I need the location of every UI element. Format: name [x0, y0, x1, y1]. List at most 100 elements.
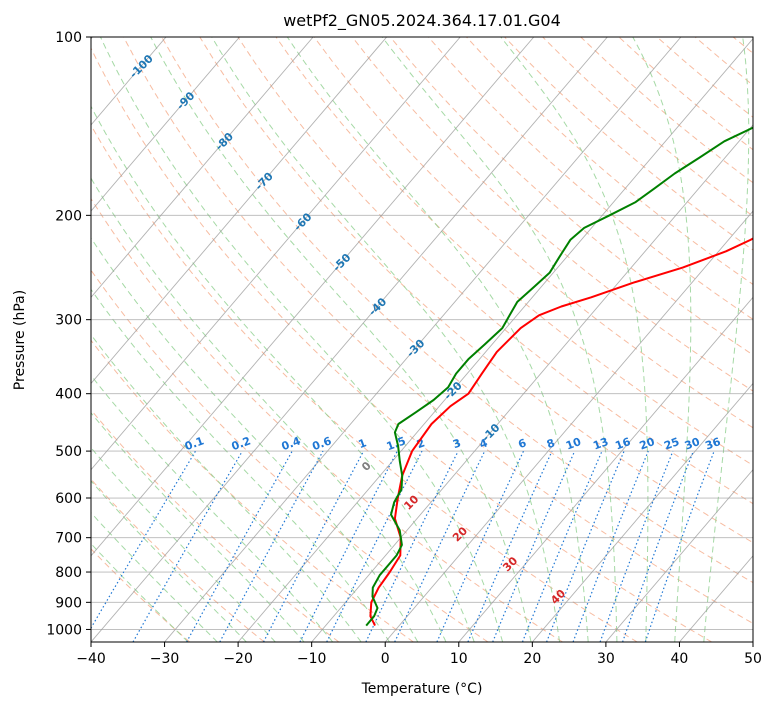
moist-adiabat-line	[91, 105, 475, 642]
dry-adiabat-line	[91, 478, 265, 642]
y-tick-label: 200	[55, 208, 82, 224]
dry-adiabat-line	[313, 37, 753, 429]
mixing-ratio-label: 3	[451, 436, 463, 451]
dry-adiabat-line	[428, 37, 753, 320]
y-tick-label: 800	[55, 565, 82, 581]
isotherm-line	[458, 296, 753, 642]
moist-adiabat-line	[500, 37, 649, 642]
dry-adiabat-line	[237, 37, 753, 505]
mixing-ratio-line	[644, 450, 715, 642]
mixing-ratio-label: 0.1	[183, 434, 206, 453]
mixing-ratio-label: 1.5	[385, 434, 408, 453]
moist-adiabat-line	[632, 37, 692, 642]
dewpoint-profile-line	[365, 126, 753, 627]
mixing-ratio-line	[326, 450, 423, 642]
isotherm-line	[164, 37, 682, 642]
mixing-ratio-line	[622, 450, 694, 642]
mixing-ratio-line	[299, 450, 398, 642]
mixing-ratio-line	[186, 450, 293, 642]
dry-adiabat-line	[123, 37, 753, 624]
isotherm-line	[91, 37, 608, 642]
y-tick-label: 500	[55, 444, 82, 460]
isotherm-line	[311, 124, 753, 642]
mixing-ratio-label: 16	[613, 435, 632, 453]
moist-adiabat-line	[91, 177, 447, 642]
moist-adiabat-line	[286, 37, 589, 642]
mixing-ratio-label: 10	[564, 435, 583, 453]
mixing-ratio-label: 6	[516, 436, 528, 451]
x-tick-label: 20	[523, 651, 541, 667]
mixing-ratio-line	[436, 450, 525, 642]
isotherm-line	[605, 468, 753, 642]
x-tick-label: −40	[76, 651, 106, 667]
dry-adiabat-line	[275, 37, 753, 466]
isotherm-line	[384, 210, 753, 642]
mixing-ratio-label: 25	[662, 435, 681, 452]
mixing-ratio-line	[219, 450, 324, 642]
x-tick-label: 10	[450, 651, 468, 667]
dry-adiabat-line	[91, 269, 489, 642]
mixing-ratio-label: 13	[591, 435, 610, 452]
dry-adiabat-line	[91, 548, 191, 642]
mixing-ratio-label: 20	[638, 435, 657, 453]
mixing-ratio-label: 36	[704, 435, 723, 453]
y-axis-label: Pressure (hPa)	[12, 290, 28, 390]
mixing-ratio-label: 1	[357, 436, 369, 451]
isotherm-line	[91, 37, 535, 557]
moist-adiabat-line	[211, 37, 561, 642]
isotherm-line	[237, 38, 753, 642]
moist-adiabat-line	[703, 37, 750, 642]
moist-adiabat-line	[91, 374, 334, 642]
mixing-ratio-line	[492, 450, 576, 642]
dry-adiabat-line	[199, 37, 753, 544]
isotherm-line	[91, 37, 314, 298]
dry-adiabat-line	[91, 124, 638, 642]
profiles	[365, 126, 753, 627]
mixing-ratio-label: 8	[545, 436, 557, 451]
x-axis-label: Temperature (°C)	[361, 681, 483, 697]
moist-adiabat-line	[100, 37, 504, 642]
isotherm-line	[531, 382, 753, 642]
y-tick-label: 100	[55, 30, 82, 46]
isotherm-line	[91, 37, 240, 212]
background-lines	[91, 37, 753, 642]
x-tick-label: 0	[381, 651, 390, 667]
moist-adiabat-line	[91, 447, 276, 642]
mixing-ratio-label: 30	[683, 435, 702, 453]
moist-adiabat-line	[91, 412, 305, 642]
x-tick-label: −30	[150, 651, 180, 667]
x-tick-label: 50	[744, 651, 762, 667]
x-tick-label: −10	[297, 651, 327, 667]
mixing-ratio-line	[599, 450, 674, 642]
chart-title: wetPf2_GN05.2024.364.17.01.G04	[283, 11, 561, 31]
moist-adiabat-line	[91, 288, 390, 642]
y-tick-label: 900	[55, 595, 82, 611]
mixing-ratio-line	[572, 450, 649, 642]
moist-adiabat-line	[91, 237, 419, 642]
x-tick-label: 40	[671, 651, 689, 667]
mixing-ratio-label: 0.2	[230, 434, 253, 453]
mixing-ratio-label: 0.6	[310, 434, 333, 453]
mixing-ratio-label: 0.4	[280, 434, 303, 453]
y-tick-label: 400	[55, 387, 82, 403]
moist-adiabat-line	[91, 333, 362, 642]
moist-adiabat-line	[91, 480, 247, 642]
mixing-ratio-label: 4	[478, 436, 490, 451]
dry-adiabat-line	[91, 47, 713, 642]
isotherm-line	[91, 37, 388, 385]
x-tick-label: −20	[223, 651, 253, 667]
dry-adiabat-line	[389, 37, 753, 356]
mixing-ratio-line	[467, 450, 553, 642]
y-tick-label: 300	[55, 313, 82, 329]
y-tick-label: 600	[55, 491, 82, 507]
plot-frame	[90, 36, 754, 643]
mixing-ratio-label: 2	[415, 436, 427, 451]
mixing-ratio-line	[521, 450, 603, 642]
y-tick-label: 1000	[46, 622, 82, 638]
dry-adiabat-line	[351, 37, 753, 392]
x-tick-label: 30	[597, 651, 615, 667]
y-tick-label: 700	[55, 531, 82, 547]
axes: −40 −30 −20 −10 0 10 20 30 40 50 1000 900 800 700 600 5…	[46, 30, 762, 667]
isotherm-line	[91, 37, 461, 471]
